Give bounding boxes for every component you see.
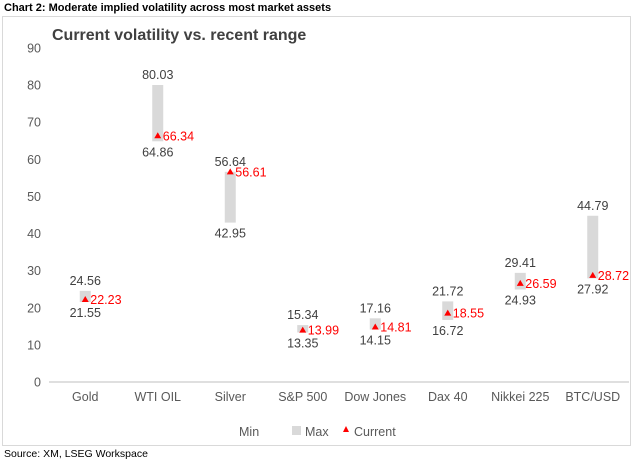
x-tick-label: BTC/USD [565,390,620,404]
chart-title: Current volatility vs. recent range [52,27,306,44]
current-marker [371,323,379,330]
max-value-label: 44.79 [577,199,608,213]
current-value-label: 22.23 [90,293,121,307]
legend-min-label: Min [239,425,259,439]
min-value-label: 27.92 [577,282,608,296]
min-value-label: 21.55 [70,306,101,320]
current-marker [299,326,307,333]
x-tick-label: Dow Jones [344,390,406,404]
y-axis: 0 10 20 30 40 50 60 70 80 90 [27,42,41,390]
max-value-label: 17.16 [360,301,391,315]
current-value-label: 26.59 [525,277,556,291]
max-value-label: 15.34 [287,308,318,322]
current-value-label: 13.99 [308,324,339,338]
y-tick-label: 0 [34,376,41,390]
max-value-label: 29.41 [505,256,536,270]
current-marker [81,296,89,303]
y-tick-label: 20 [27,301,41,315]
y-tick-label: 10 [27,338,41,352]
range-bar [587,215,599,279]
y-tick-label: 80 [27,79,41,93]
max-value-label: 80.03 [142,68,173,82]
x-tick-label: Silver [215,390,246,404]
current-value-label: 14.81 [380,321,411,335]
current-marker [226,168,234,175]
range-bar [152,84,164,142]
current-marker [444,309,452,316]
legend: Min Max Current [239,425,396,439]
min-value-label: 16.72 [432,324,463,338]
current-value-label: 66.34 [163,129,194,143]
y-tick-label: 30 [27,264,41,278]
min-value-label: 64.86 [142,145,173,159]
min-value-label: 42.95 [215,227,246,241]
source-note: Source: XM, LSEG Workspace [4,448,148,460]
min-value-label: 13.35 [287,336,318,350]
y-tick-label: 40 [27,227,41,241]
x-tick-label: S&P 500 [278,390,327,404]
page-title: Chart 2: Moderate implied volatility acr… [4,2,332,14]
min-value-label: 14.15 [360,333,391,347]
max-value-label: 21.72 [432,284,463,298]
x-tick-label: Gold [72,390,98,404]
x-axis: Gold WTI OIL Silver S&P 500 Dow Jones Dax 40 N… [72,390,620,404]
min-value-label: 24.93 [505,293,536,307]
current-marker [154,132,162,139]
legend-max-label: Max [305,425,329,439]
current-marker [589,271,597,278]
x-tick-label: Dax 40 [428,390,468,404]
legend-current-marker [343,426,349,432]
current-markers [81,132,597,333]
current-value-label: 56.61 [235,165,266,179]
legend-current-label: Current [354,425,396,439]
legend-max-swatch [292,426,301,435]
current-value-label: 18.55 [453,307,484,321]
volatility-range-chart: Current volatility vs. recent range 0 10 2… [27,27,629,439]
current-value-label: 28.72 [598,269,629,283]
x-tick-label: Nikkei 225 [491,390,549,404]
x-tick-label: WTI OIL [134,390,181,404]
max-value-label: 56.64 [215,155,246,169]
y-tick-label: 60 [27,153,41,167]
range-bar [224,171,236,223]
y-tick-label: 90 [27,42,41,56]
y-tick-label: 50 [27,190,41,204]
current-marker [516,279,524,286]
chart-panel: Current volatility vs. recent range 0 10 2… [2,16,631,446]
max-value-label: 24.56 [70,274,101,288]
y-tick-label: 70 [27,116,41,130]
